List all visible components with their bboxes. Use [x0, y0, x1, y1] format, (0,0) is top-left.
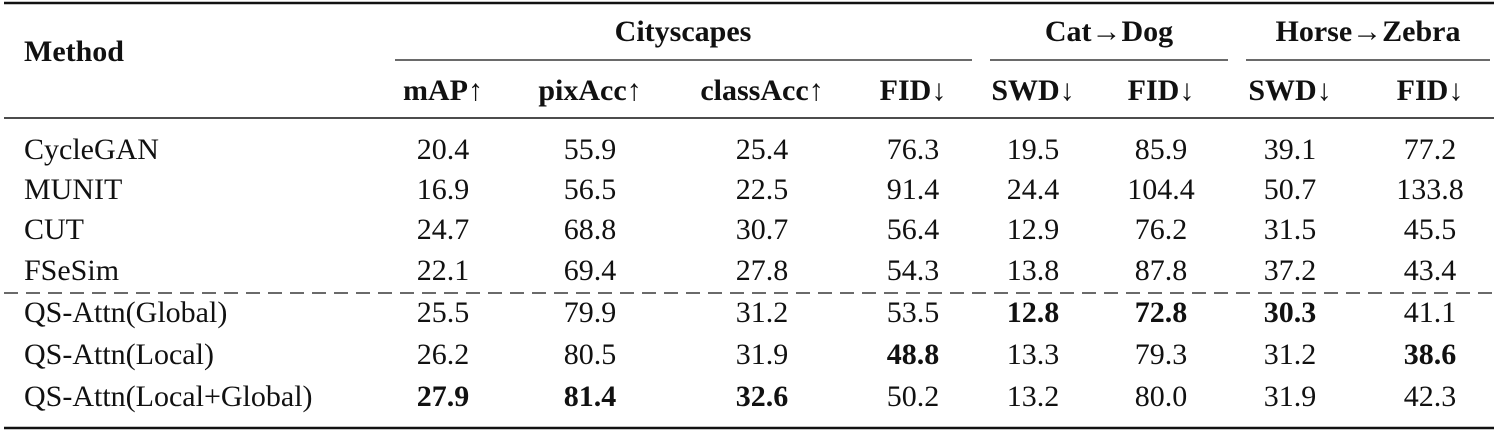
- table-cell: 87.8: [1134, 254, 1188, 287]
- table-cell: 27.8: [735, 254, 789, 287]
- column-header: pixAcc↑: [538, 74, 642, 107]
- table-cell: 56.5: [563, 173, 617, 206]
- method-name: MUNIT: [24, 173, 123, 206]
- method-name: QS-Attn(Local+Global): [24, 380, 313, 413]
- group-header: Cat→Dog: [1044, 15, 1174, 48]
- table-cell: 30.7: [735, 213, 789, 246]
- method-name: CycleGAN: [24, 133, 159, 166]
- table-cell: 22.1: [416, 254, 470, 287]
- column-header: classAcc↑: [700, 74, 824, 107]
- column-header: mAP↑: [403, 74, 483, 107]
- table-cell: 80.5: [563, 338, 617, 371]
- table-cell: 39.1: [1263, 133, 1317, 166]
- table-cell: 133.8: [1396, 173, 1464, 206]
- table-cell: 31.2: [1263, 338, 1317, 371]
- table-cell: 41.1: [1403, 296, 1457, 329]
- table-cell: 79.3: [1134, 338, 1188, 371]
- table-cell: 20.4: [416, 133, 470, 166]
- table-cell: 45.5: [1403, 213, 1457, 246]
- table-cell: 69.4: [563, 254, 617, 287]
- table-cell: 53.5: [886, 296, 940, 329]
- table-cell: 37.2: [1263, 254, 1317, 287]
- table-cell: 79.9: [563, 296, 617, 329]
- table-cell: 12.9: [1006, 213, 1060, 246]
- column-header: SWD↓: [1248, 74, 1332, 107]
- table-cell: 43.4: [1403, 254, 1457, 287]
- table-cell: 30.3: [1263, 296, 1317, 329]
- method-header: Method: [24, 35, 124, 68]
- table-cell: 31.2: [735, 296, 789, 329]
- table-cell: 38.6: [1403, 338, 1457, 371]
- table-cell: 25.5: [416, 296, 470, 329]
- table-cell: 31.5: [1263, 213, 1317, 246]
- table-cell: 76.2: [1134, 213, 1188, 246]
- table-cell: 27.9: [416, 380, 470, 413]
- column-header: FID↓: [1127, 74, 1195, 107]
- table-cell: 42.3: [1403, 380, 1457, 413]
- table-cell: 31.9: [1263, 380, 1317, 413]
- table-cell: 81.4: [563, 380, 617, 413]
- table-cell: 16.9: [416, 173, 470, 206]
- table-cell: 85.9: [1134, 133, 1188, 166]
- table-cell: 19.5: [1006, 133, 1060, 166]
- table-cell: 26.2: [416, 338, 470, 371]
- table-cell: 31.9: [735, 338, 789, 371]
- table-cell: 12.8: [1006, 296, 1060, 329]
- table-cell: 91.4: [886, 173, 940, 206]
- table-cell: 13.8: [1006, 254, 1060, 287]
- table-cell: 48.8: [886, 338, 940, 371]
- column-header: SWD↓: [991, 74, 1075, 107]
- table-cell: 50.7: [1263, 173, 1317, 206]
- table-cell: 76.3: [886, 133, 940, 166]
- table-cell: 22.5: [735, 173, 789, 206]
- table-cell: 13.2: [1006, 380, 1060, 413]
- table-cell: 24.4: [1006, 173, 1060, 206]
- table-cell: 55.9: [563, 133, 617, 166]
- table-cell: 68.8: [563, 213, 617, 246]
- method-name: FSeSim: [24, 254, 120, 287]
- table-cell: 56.4: [886, 213, 940, 246]
- table-cell: 54.3: [886, 254, 940, 287]
- table-cell: 25.4: [735, 133, 789, 166]
- column-header: FID↓: [879, 74, 947, 107]
- table-cell: 24.7: [416, 213, 470, 246]
- table-cell: 50.2: [886, 380, 940, 413]
- table-cell: 13.3: [1006, 338, 1060, 371]
- method-name: QS-Attn(Local): [24, 338, 214, 371]
- method-name: CUT: [24, 213, 84, 246]
- table-cell: 104.4: [1127, 173, 1195, 206]
- table-cell: 77.2: [1403, 133, 1457, 166]
- column-header: FID↓: [1396, 74, 1464, 107]
- group-header: Horse→Zebra: [1275, 15, 1461, 48]
- table-cell: 72.8: [1134, 296, 1188, 329]
- table-cell: 80.0: [1134, 380, 1188, 413]
- table-cell: 32.6: [735, 380, 789, 413]
- group-header: Cityscapes: [614, 15, 752, 48]
- method-name: QS-Attn(Global): [24, 296, 228, 329]
